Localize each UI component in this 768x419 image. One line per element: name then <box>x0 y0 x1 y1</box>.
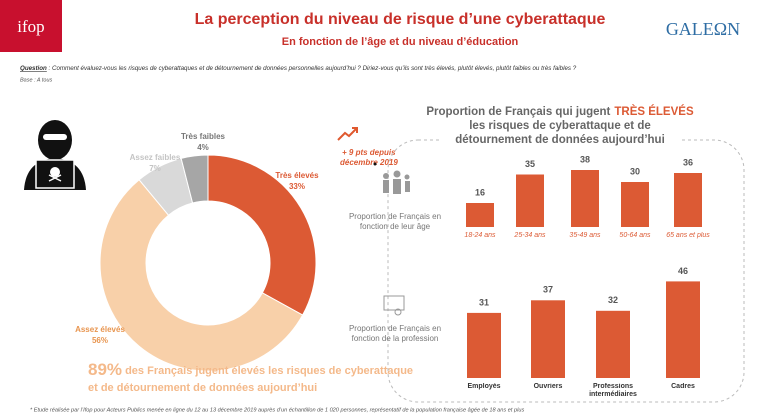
chart-label: Proportion de Français en fonction de le… <box>348 212 442 231</box>
category-label: 18-24 ans <box>464 232 496 239</box>
panel-title-emphasis: TRÈS ÉLEVÉS <box>614 105 694 118</box>
panel-title-line: les risques de cyberattaque et de <box>469 120 651 132</box>
bar-value: 16 <box>475 187 485 197</box>
bar-value: 38 <box>580 154 590 164</box>
question-text: : Comment évaluez-vous les risques de cy… <box>47 65 577 72</box>
category-label-text: 35-49 ans <box>569 232 601 239</box>
category-label: Ouvriers <box>533 383 563 390</box>
chart-label: Proportion de Français en fonction de la… <box>348 324 442 343</box>
title: La perception du niveau de risque d’une … <box>195 11 606 28</box>
bar <box>571 170 599 227</box>
donut-slice <box>207 154 317 316</box>
panel-title-bg <box>440 100 680 152</box>
trend-icon <box>337 127 358 141</box>
base: Base : A tous <box>20 77 53 83</box>
category-label: 25-34 ans <box>514 232 546 239</box>
donut-slice <box>99 179 304 372</box>
slice-label: Très faibles <box>181 132 226 141</box>
bar <box>466 203 494 227</box>
chart-label-text: Proportion de Français en fonction de le… <box>348 212 442 231</box>
bar <box>621 182 649 227</box>
slice-label: Assez faibles <box>130 153 181 162</box>
panel-frame <box>387 139 745 403</box>
conclusion-line: et de détournement de données aujourd’hu… <box>88 382 317 394</box>
slice-label: Très élevés <box>275 171 319 180</box>
logo-box <box>0 0 62 52</box>
people-icon <box>383 170 410 194</box>
bar <box>531 300 565 378</box>
slice-value: 33% <box>289 182 305 191</box>
subtitle: En fonction de l’âge et du niveau d’éduc… <box>282 36 519 48</box>
footnote: * Etude réalisée par l’Ifop pour Acteurs… <box>30 407 524 413</box>
bar-value: 36 <box>683 157 693 167</box>
bar-value: 32 <box>608 295 618 305</box>
bar <box>666 281 700 378</box>
bar-value: 37 <box>543 285 553 295</box>
bar-value: 46 <box>678 266 688 276</box>
category-label-text: Professions intermédiaires <box>589 383 637 398</box>
bar-value: 30 <box>630 166 640 176</box>
donut-chart: Très élevés 33% Assez élevés 56% Assez faibl… <box>75 132 319 372</box>
bar-value: 35 <box>525 159 535 169</box>
category-label-text: 65 ans et plus <box>666 232 710 239</box>
bar <box>674 173 702 227</box>
question-label: Question <box>20 65 47 72</box>
hacker-icon <box>24 120 86 190</box>
bar <box>467 312 501 378</box>
category-label-text: Employés <box>467 383 501 390</box>
certificate-icon <box>383 295 405 316</box>
slice-value: 7% <box>149 164 161 173</box>
panel-title-line: détournement de données aujourd’hui <box>455 134 665 146</box>
category-label: Cadres <box>671 383 695 390</box>
slice-value: 56% <box>92 336 108 345</box>
chart-label-text: Proportion de Français en fonction de la… <box>348 324 442 343</box>
category-label-text: 18-24 ans <box>464 232 496 239</box>
bar <box>596 310 630 378</box>
category-label-text: 25-34 ans <box>514 232 546 239</box>
brand: GALEΩN <box>666 19 740 39</box>
conclusion: 89% des Français jugent élevés les risqu… <box>88 360 413 379</box>
category-label: Professions intermédiaires <box>589 383 637 398</box>
bullet <box>373 162 377 166</box>
panel-title: Proportion de Français qui jugent TRÈS ÉL… <box>426 105 694 118</box>
category-label: Employés <box>467 383 501 390</box>
slice-value: 4% <box>197 143 209 152</box>
donut-slice <box>180 154 209 204</box>
category-label: 50-64 ans <box>619 232 651 239</box>
category-label-text: Ouvriers <box>533 383 563 390</box>
annotation: décembre 2019 <box>340 158 398 167</box>
bar-charts: 16 18-24 ans 35 25-34 ans 38 35-49 ans 30 50-64… <box>464 154 710 398</box>
conclusion-highlight: 89% <box>88 360 122 379</box>
annotation: + 9 pts depuis <box>342 148 396 157</box>
slice-label: Assez élevés <box>75 325 125 334</box>
category-label-text: 50-64 ans <box>619 232 651 239</box>
bar-value: 31 <box>479 297 489 307</box>
bar <box>516 174 544 227</box>
category-label: 35-49 ans <box>569 232 601 239</box>
category-label-text: Cadres <box>671 383 695 390</box>
conclusion-line: des Français jugent élevés les risques d… <box>122 365 413 377</box>
logo: ifop <box>17 17 44 36</box>
question: Question : Comment évaluez-vous les risq… <box>20 65 577 72</box>
panel-title-text: Proportion de Français qui jugent <box>426 106 610 118</box>
category-label: 65 ans et plus <box>666 232 710 239</box>
